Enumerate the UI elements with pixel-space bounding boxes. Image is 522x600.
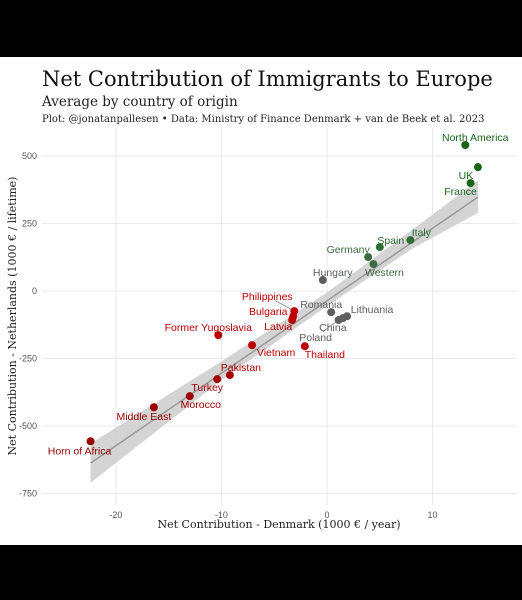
point-label: Morocco — [181, 399, 221, 411]
point-label: Western — [365, 267, 404, 279]
caption: Plot: @jonatanpallesen • Data: Ministry … — [42, 114, 484, 125]
point — [149, 403, 158, 412]
point-label: Pakistan — [221, 362, 261, 374]
point-label: Italy — [412, 227, 432, 239]
panel — [0, 57, 522, 545]
point — [185, 392, 194, 401]
point — [461, 141, 470, 150]
y-axis-title: Net Contribution - Netherlands (1000 € /… — [6, 177, 19, 456]
subtitle: Average by country of origin — [41, 94, 238, 110]
chart-title: Net Contribution of Immigrants to Europe — [42, 67, 493, 91]
point-label: Philippines — [242, 291, 293, 303]
point-label: Latvia — [264, 321, 292, 333]
point-label: Spain — [377, 235, 404, 247]
point-label: France — [444, 186, 477, 198]
point-label: North America — [442, 132, 509, 144]
point-label: Poland — [299, 332, 332, 344]
point-label: Middle East — [116, 411, 171, 423]
point-label: Vietnam — [257, 347, 296, 359]
point-label: China — [319, 322, 347, 334]
point — [318, 276, 327, 285]
x-tick-label: 0 — [324, 510, 329, 520]
point-label: Turkey — [191, 382, 223, 394]
x-tick-label: -20 — [109, 510, 122, 520]
point — [225, 371, 234, 380]
point-label: Hungary — [313, 267, 353, 279]
point-label: Thailand — [305, 349, 345, 361]
point — [334, 316, 343, 325]
point — [406, 236, 415, 245]
point-label: UK — [459, 170, 474, 182]
point — [248, 341, 257, 350]
y-tick-label: -750 — [19, 489, 37, 499]
point — [466, 179, 475, 188]
point — [213, 375, 222, 384]
point-label: Germany — [327, 244, 371, 256]
point-label: Former Yugoslavia — [165, 322, 253, 334]
point — [300, 342, 309, 351]
y-tick-label: -500 — [19, 421, 37, 431]
point — [214, 331, 223, 340]
point — [343, 312, 352, 321]
y-tick-label: 500 — [22, 151, 37, 161]
point — [86, 437, 95, 446]
point-label: Lithuania — [351, 304, 394, 316]
confidence-band — [90, 180, 478, 483]
point — [327, 308, 336, 317]
point — [364, 253, 373, 262]
y-tick-label: 0 — [32, 286, 37, 296]
plot-area: -750 -500 -250 0 250 500 -20 -10 0 10 North Americ… — [19, 128, 517, 520]
y-tick-label: 250 — [22, 219, 37, 229]
x-tick-label: -10 — [215, 510, 228, 520]
point — [369, 260, 378, 269]
point-label: Bulgaria — [249, 306, 288, 318]
point-label: Romania — [300, 299, 342, 311]
point — [375, 243, 384, 252]
x-tick-label: 10 — [428, 510, 438, 520]
y-tick-label: -250 — [19, 354, 37, 364]
point — [473, 163, 482, 172]
point — [288, 316, 297, 325]
point-label: Horn of Africa — [48, 445, 112, 457]
x-axis-title: Net Contribution - Denmark (1000 € / yea… — [158, 518, 401, 531]
